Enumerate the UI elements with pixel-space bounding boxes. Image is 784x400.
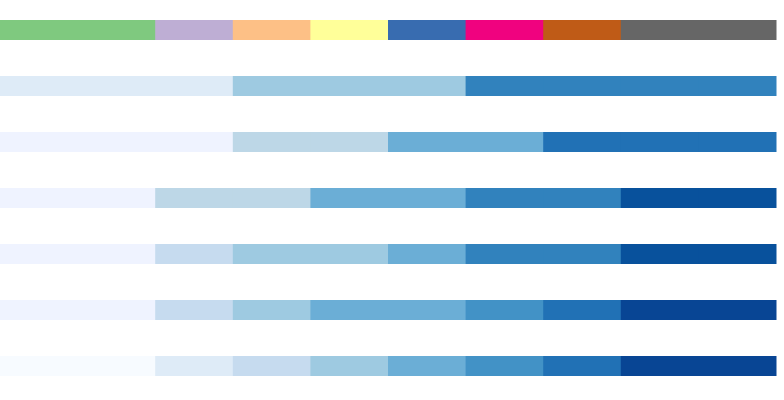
color-cell (388, 132, 467, 152)
color-cell (543, 188, 622, 208)
color-cell (698, 188, 777, 208)
color-cell (465, 20, 544, 40)
color-cell (155, 300, 234, 320)
palette-strip (0, 20, 777, 40)
color-cell (310, 20, 389, 40)
color-cell (620, 76, 699, 96)
color-cell (620, 20, 699, 40)
color-cell (310, 300, 389, 320)
color-cell (0, 132, 79, 152)
color-cell (232, 20, 311, 40)
color-cell (543, 300, 622, 320)
color-cell (543, 132, 622, 152)
color-cell (77, 20, 156, 40)
color-cell (232, 356, 311, 376)
color-cell (310, 244, 389, 264)
color-cell (388, 244, 467, 264)
color-cell (155, 188, 234, 208)
color-cell (620, 188, 699, 208)
color-cell (543, 356, 622, 376)
color-cell (698, 132, 777, 152)
color-cell (620, 132, 699, 152)
color-cell (0, 188, 79, 208)
palette-strip (0, 188, 777, 208)
color-cell (698, 356, 777, 376)
color-cell (232, 76, 311, 96)
color-cell (0, 20, 79, 40)
palette-strip (0, 132, 777, 152)
color-cell (0, 356, 79, 376)
palette-strip (0, 244, 777, 264)
color-cell (465, 244, 544, 264)
color-cell (388, 356, 467, 376)
color-cell (698, 244, 777, 264)
color-cell (543, 76, 622, 96)
color-cell (232, 132, 311, 152)
color-cell (232, 244, 311, 264)
color-cell (77, 244, 156, 264)
color-cell (698, 20, 777, 40)
color-cell (620, 244, 699, 264)
color-cell (465, 300, 544, 320)
color-cell (155, 76, 234, 96)
color-cell (543, 244, 622, 264)
color-cell (155, 356, 234, 376)
color-cell (155, 132, 234, 152)
color-cell (77, 76, 156, 96)
color-cell (77, 188, 156, 208)
palette-strip (0, 76, 777, 96)
color-cell (388, 20, 467, 40)
color-cell (388, 188, 467, 208)
color-cell (232, 188, 311, 208)
color-cell (465, 132, 544, 152)
color-cell (0, 76, 79, 96)
color-cell (310, 76, 389, 96)
color-cell (310, 132, 389, 152)
color-cell (77, 132, 156, 152)
color-cell (698, 300, 777, 320)
color-cell (465, 188, 544, 208)
palette-strip (0, 300, 777, 320)
color-cell (543, 20, 622, 40)
palette-strip (0, 356, 777, 376)
color-cell (698, 76, 777, 96)
color-cell (77, 356, 156, 376)
color-cell (232, 300, 311, 320)
color-cell (465, 76, 544, 96)
color-cell (465, 356, 544, 376)
color-cell (388, 76, 467, 96)
color-cell (155, 244, 234, 264)
color-cell (155, 20, 234, 40)
color-cell (310, 356, 389, 376)
color-cell (310, 188, 389, 208)
color-cell (620, 356, 699, 376)
color-cell (0, 244, 79, 264)
color-cell (620, 300, 699, 320)
color-cell (388, 300, 467, 320)
color-cell (77, 300, 156, 320)
color-cell (0, 300, 79, 320)
